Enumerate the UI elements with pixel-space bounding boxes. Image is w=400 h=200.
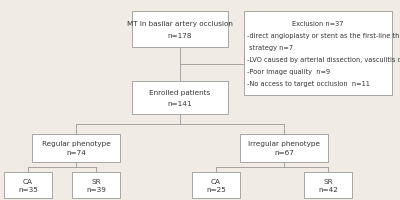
Text: -No access to target occlusion  n=11: -No access to target occlusion n=11 [247, 81, 370, 87]
FancyBboxPatch shape [72, 172, 120, 198]
Text: -LVO caused by arterial dissection, vasculitis disease  n=10: -LVO caused by arterial dissection, vasc… [247, 57, 400, 63]
FancyBboxPatch shape [240, 134, 328, 162]
Text: Irregular phenotype: Irregular phenotype [248, 140, 320, 146]
Text: SR: SR [91, 178, 101, 184]
Text: CA: CA [23, 178, 33, 184]
FancyBboxPatch shape [304, 172, 352, 198]
Text: n=178: n=178 [168, 33, 192, 39]
Text: n=74: n=74 [66, 150, 86, 156]
Text: Enrolled patients: Enrolled patients [149, 90, 211, 96]
FancyBboxPatch shape [244, 12, 392, 96]
FancyBboxPatch shape [132, 82, 228, 114]
Text: n=35: n=35 [18, 186, 38, 192]
FancyBboxPatch shape [192, 172, 240, 198]
Text: -direct angioplasty or stent as the first-line thrombectomy: -direct angioplasty or stent as the firs… [247, 33, 400, 39]
FancyBboxPatch shape [32, 134, 120, 162]
Text: n=39: n=39 [86, 186, 106, 192]
Text: CA: CA [211, 178, 221, 184]
Text: SR: SR [323, 178, 333, 184]
Text: -Poor image quality  n=9: -Poor image quality n=9 [247, 69, 330, 75]
Text: n=25: n=25 [206, 186, 226, 192]
Text: n=67: n=67 [274, 150, 294, 156]
Text: n=141: n=141 [168, 100, 192, 106]
Text: Exclusion n=37: Exclusion n=37 [292, 21, 344, 27]
Text: strategy n=7: strategy n=7 [247, 45, 293, 51]
Text: n=42: n=42 [318, 186, 338, 192]
FancyBboxPatch shape [132, 12, 228, 48]
Text: Regular phenotype: Regular phenotype [42, 140, 110, 146]
Text: MT in basilar artery occlusion: MT in basilar artery occlusion [127, 21, 233, 27]
FancyBboxPatch shape [4, 172, 52, 198]
